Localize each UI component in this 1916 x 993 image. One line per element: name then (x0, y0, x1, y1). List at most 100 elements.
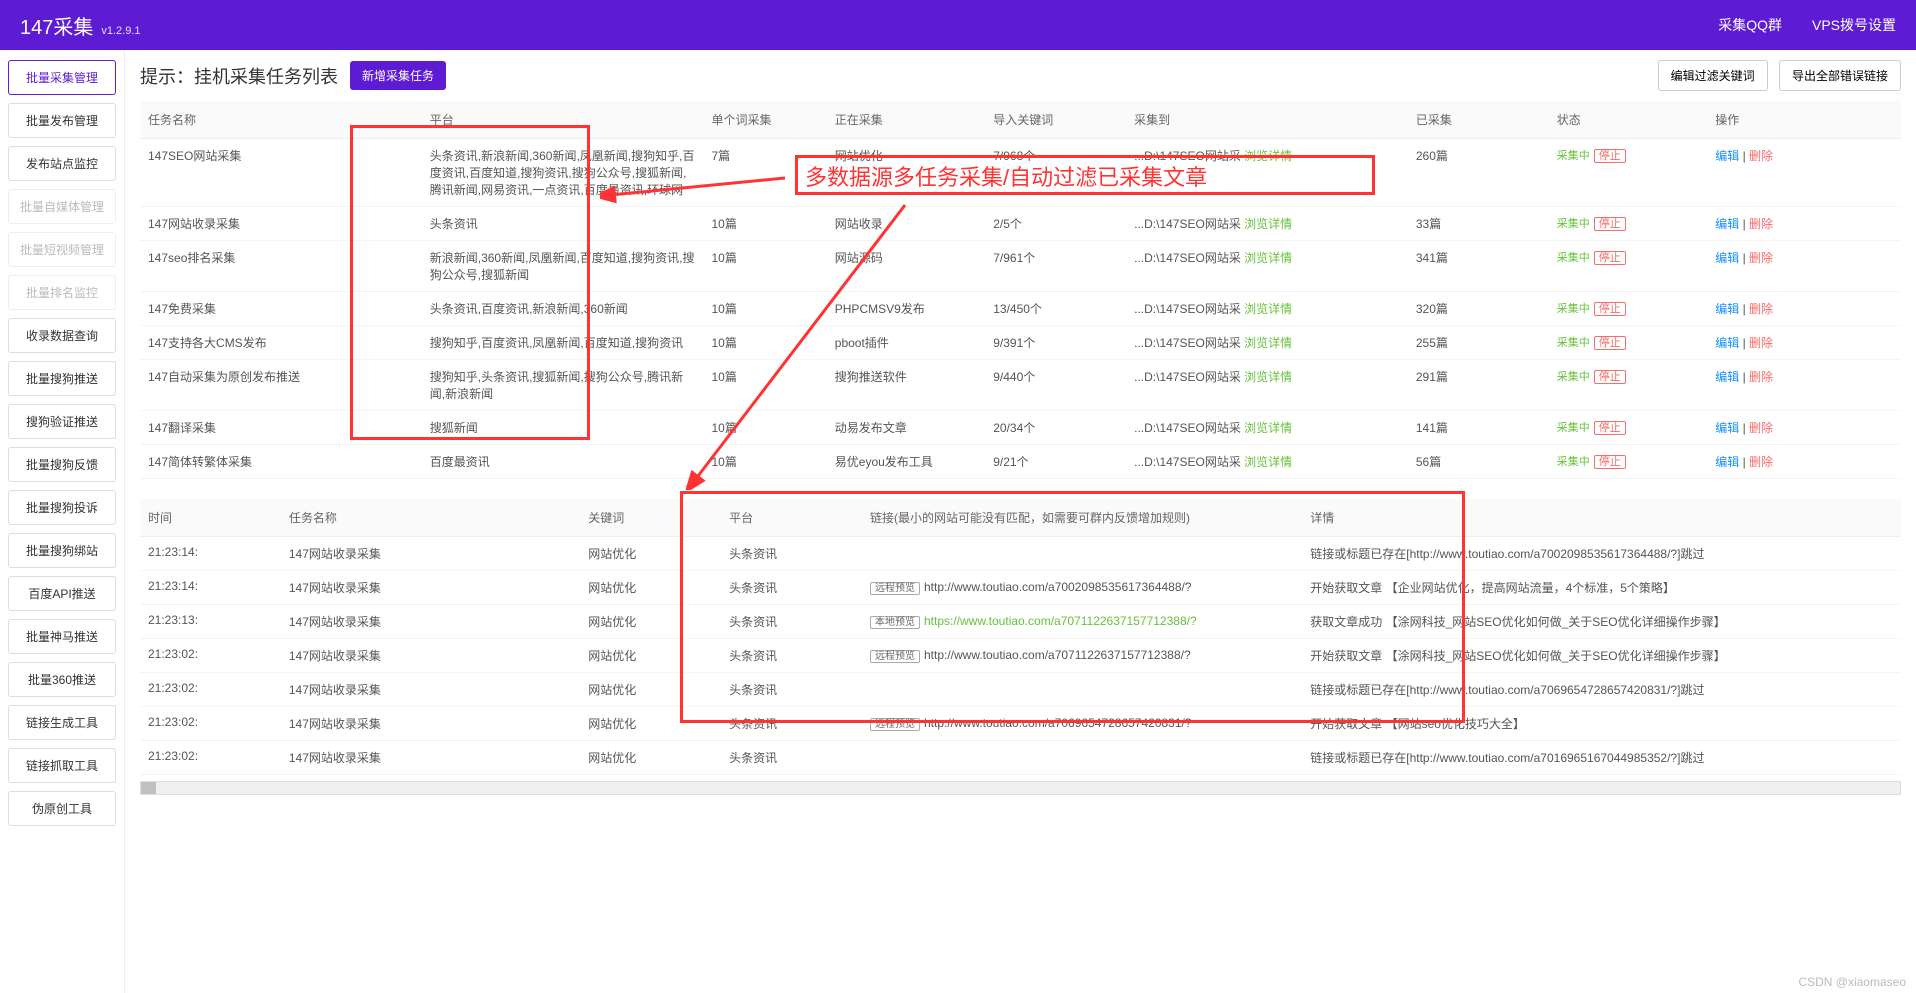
task-ops: 编辑 | 删除 (1707, 411, 1901, 445)
edit-link[interactable]: 编辑 (1715, 421, 1739, 435)
log-row: 21:23:14:147网站收录采集网站优化头条资讯链接或标题已存在[http:… (140, 537, 1901, 571)
log-task: 147网站收录采集 (281, 571, 580, 605)
sidebar-item[interactable]: 批量搜狗绑站 (8, 533, 116, 568)
task-name: 147免费采集 (140, 292, 422, 326)
task-kw: 13/450个 (985, 292, 1126, 326)
stop-button[interactable]: 停止 (1594, 336, 1626, 350)
log-time: 21:23:02: (140, 707, 281, 741)
edit-link[interactable]: 编辑 (1715, 370, 1739, 384)
log-kw: 网站优化 (580, 605, 721, 639)
task-col-header: 状态 (1549, 101, 1707, 139)
browse-detail-link[interactable]: 浏览详情 (1244, 251, 1292, 265)
delete-link[interactable]: 删除 (1749, 421, 1773, 435)
task-kw: 2/5个 (985, 207, 1126, 241)
new-task-button[interactable]: 新增采集任务 (350, 61, 446, 90)
sidebar-item[interactable]: 批量搜狗推送 (8, 361, 116, 396)
sidebar-item[interactable]: 批量360推送 (8, 662, 116, 697)
task-ops: 编辑 | 删除 (1707, 292, 1901, 326)
preview-button[interactable]: 本地预览 (870, 616, 920, 629)
task-now: 搜狗推送软件 (827, 360, 985, 411)
sidebar-item[interactable]: 链接生成工具 (8, 705, 116, 740)
sidebar-item[interactable]: 批量神马推送 (8, 619, 116, 654)
stop-button[interactable]: 停止 (1594, 455, 1626, 469)
delete-link[interactable]: 删除 (1749, 302, 1773, 316)
edit-link[interactable]: 编辑 (1715, 302, 1739, 316)
task-name: 147seo排名采集 (140, 241, 422, 292)
browse-detail-link[interactable]: 浏览详情 (1244, 421, 1292, 435)
delete-link[interactable]: 删除 (1749, 455, 1773, 469)
sidebar-item[interactable]: 批量搜狗反馈 (8, 447, 116, 482)
task-count: 291篇 (1408, 360, 1549, 411)
edit-link[interactable]: 编辑 (1715, 149, 1739, 163)
delete-link[interactable]: 删除 (1749, 217, 1773, 231)
sidebar: 批量采集管理批量发布管理发布站点监控批量自媒体管理批量短视频管理批量排名监控收录… (0, 50, 125, 993)
sidebar-item[interactable]: 收录数据查询 (8, 318, 116, 353)
stop-button[interactable]: 停止 (1594, 217, 1626, 231)
stop-button[interactable]: 停止 (1594, 370, 1626, 384)
sidebar-item[interactable]: 伪原创工具 (8, 791, 116, 826)
log-kw: 网站优化 (580, 571, 721, 605)
sidebar-item[interactable]: 批量采集管理 (8, 60, 116, 95)
edit-link[interactable]: 编辑 (1715, 455, 1739, 469)
log-url[interactable]: http://www.toutiao.com/a7071122637157712… (924, 648, 1191, 662)
task-now: 网站收录 (827, 207, 985, 241)
edit-link[interactable]: 编辑 (1715, 251, 1739, 265)
task-col-header: 已采集 (1408, 101, 1549, 139)
stop-button[interactable]: 停止 (1594, 251, 1626, 265)
log-kw: 网站优化 (580, 537, 721, 571)
browse-detail-link[interactable]: 浏览详情 (1244, 149, 1292, 163)
log-time: 21:23:02: (140, 741, 281, 775)
log-detail: 链接或标题已存在[http://www.toutiao.com/a7016965… (1302, 741, 1901, 775)
sidebar-item[interactable]: 发布站点监控 (8, 146, 116, 181)
log-time: 21:23:02: (140, 639, 281, 673)
horizontal-scrollbar[interactable] (140, 781, 1901, 795)
export-errors-button[interactable]: 导出全部错误链接 (1779, 60, 1901, 91)
preview-button[interactable]: 远程预览 (870, 718, 920, 731)
log-col-header: 平台 (721, 499, 862, 537)
task-table: 任务名称平台单个词采集正在采集导入关键词采集到已采集状态操作 147SEO网站采… (140, 101, 1901, 479)
browse-detail-link[interactable]: 浏览详情 (1244, 302, 1292, 316)
log-row: 21:23:13:147网站收录采集网站优化头条资讯本地预览https://ww… (140, 605, 1901, 639)
log-task: 147网站收录采集 (281, 605, 580, 639)
task-status: 采集中停止 (1549, 139, 1707, 207)
task-col-header: 导入关键词 (985, 101, 1126, 139)
preview-button[interactable]: 远程预览 (870, 650, 920, 663)
task-now: 动易发布文章 (827, 411, 985, 445)
sidebar-item[interactable]: 搜狗验证推送 (8, 404, 116, 439)
edit-link[interactable]: 编辑 (1715, 336, 1739, 350)
task-name: 147支持各大CMS发布 (140, 326, 422, 360)
delete-link[interactable]: 删除 (1749, 149, 1773, 163)
edit-filter-button[interactable]: 编辑过滤关键词 (1658, 60, 1768, 91)
sidebar-item[interactable]: 百度API推送 (8, 576, 116, 611)
browse-detail-link[interactable]: 浏览详情 (1244, 336, 1292, 350)
task-status: 采集中停止 (1549, 292, 1707, 326)
task-per: 10篇 (704, 241, 827, 292)
stop-button[interactable]: 停止 (1594, 149, 1626, 163)
browse-detail-link[interactable]: 浏览详情 (1244, 217, 1292, 231)
delete-link[interactable]: 删除 (1749, 370, 1773, 384)
sidebar-item[interactable]: 批量发布管理 (8, 103, 116, 138)
log-task: 147网站收录采集 (281, 537, 580, 571)
delete-link[interactable]: 删除 (1749, 251, 1773, 265)
log-plat: 头条资讯 (721, 673, 862, 707)
log-url[interactable]: http://www.toutiao.com/a7069654728657420… (924, 716, 1192, 730)
log-plat: 头条资讯 (721, 571, 862, 605)
sidebar-item[interactable]: 批量搜狗投诉 (8, 490, 116, 525)
stop-button[interactable]: 停止 (1594, 421, 1626, 435)
browse-detail-link[interactable]: 浏览详情 (1244, 455, 1292, 469)
preview-button[interactable]: 远程预览 (870, 582, 920, 595)
log-url[interactable]: https://www.toutiao.com/a707112263715771… (924, 614, 1197, 628)
stop-button[interactable]: 停止 (1594, 302, 1626, 316)
browse-detail-link[interactable]: 浏览详情 (1244, 370, 1292, 384)
edit-link[interactable]: 编辑 (1715, 217, 1739, 231)
link-vps-settings[interactable]: VPS拨号设置 (1812, 15, 1896, 35)
log-plat: 头条资讯 (721, 537, 862, 571)
link-qq-group[interactable]: 采集QQ群 (1718, 15, 1782, 35)
log-url[interactable]: http://www.toutiao.com/a7002098535617364… (924, 580, 1192, 594)
task-kw: 9/21个 (985, 445, 1126, 479)
task-row: 147简体转繁体采集百度最资讯10篇易优eyou发布工具9/21个...D:\1… (140, 445, 1901, 479)
log-link (862, 537, 1302, 571)
delete-link[interactable]: 删除 (1749, 336, 1773, 350)
sidebar-item[interactable]: 链接抓取工具 (8, 748, 116, 783)
task-path: ...D:\147SEO网站采 浏览详情 (1126, 139, 1408, 207)
